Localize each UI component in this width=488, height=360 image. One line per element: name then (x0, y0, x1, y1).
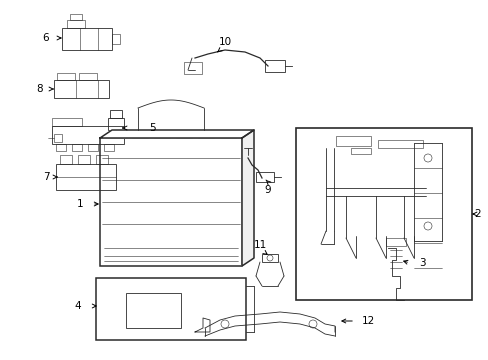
Bar (70, 14, 82, 20)
Bar (110, 130, 126, 138)
Circle shape (423, 222, 431, 230)
Text: 7: 7 (42, 172, 49, 182)
Circle shape (221, 320, 228, 328)
Bar (60, 155, 72, 164)
Bar (220, 130, 236, 138)
Text: 6: 6 (42, 33, 49, 43)
Bar (104, 144, 114, 151)
Bar (54, 80, 109, 98)
Text: 5: 5 (148, 123, 155, 133)
Bar (56, 144, 66, 151)
Text: 8: 8 (37, 84, 43, 94)
Bar (62, 28, 112, 50)
Text: 3: 3 (418, 258, 425, 268)
Bar (96, 278, 245, 340)
Bar (377, 140, 422, 148)
Circle shape (423, 154, 431, 162)
Text: 10: 10 (218, 37, 231, 47)
Bar (132, 130, 148, 138)
Polygon shape (242, 130, 253, 266)
Bar (176, 130, 192, 138)
Bar (96, 155, 108, 164)
Text: 4: 4 (75, 301, 81, 311)
Bar (385, 238, 405, 246)
Bar (57, 73, 75, 80)
Bar (112, 34, 120, 44)
Circle shape (266, 255, 272, 261)
Bar (154, 130, 170, 138)
Bar (262, 254, 278, 262)
Bar (198, 130, 214, 138)
Bar (100, 138, 242, 266)
Bar (67, 20, 85, 28)
Text: 9: 9 (264, 185, 271, 195)
Text: 2: 2 (474, 209, 480, 219)
Bar (183, 62, 202, 74)
Bar (350, 148, 370, 154)
Bar (78, 155, 90, 164)
Bar (110, 110, 122, 118)
Bar (88, 144, 98, 151)
Bar (256, 172, 273, 182)
Bar (56, 164, 116, 190)
Bar (335, 136, 370, 146)
Text: 11: 11 (253, 240, 266, 250)
Bar (52, 118, 82, 126)
Bar (54, 134, 62, 142)
Bar (79, 73, 97, 80)
Bar (108, 118, 124, 130)
Bar (52, 126, 124, 144)
Bar (264, 60, 285, 72)
Text: 12: 12 (361, 316, 374, 326)
Text: 1: 1 (77, 199, 83, 209)
Circle shape (308, 320, 316, 328)
Bar (126, 293, 181, 328)
Polygon shape (100, 130, 253, 138)
Bar (295, 128, 471, 300)
Bar (72, 144, 82, 151)
